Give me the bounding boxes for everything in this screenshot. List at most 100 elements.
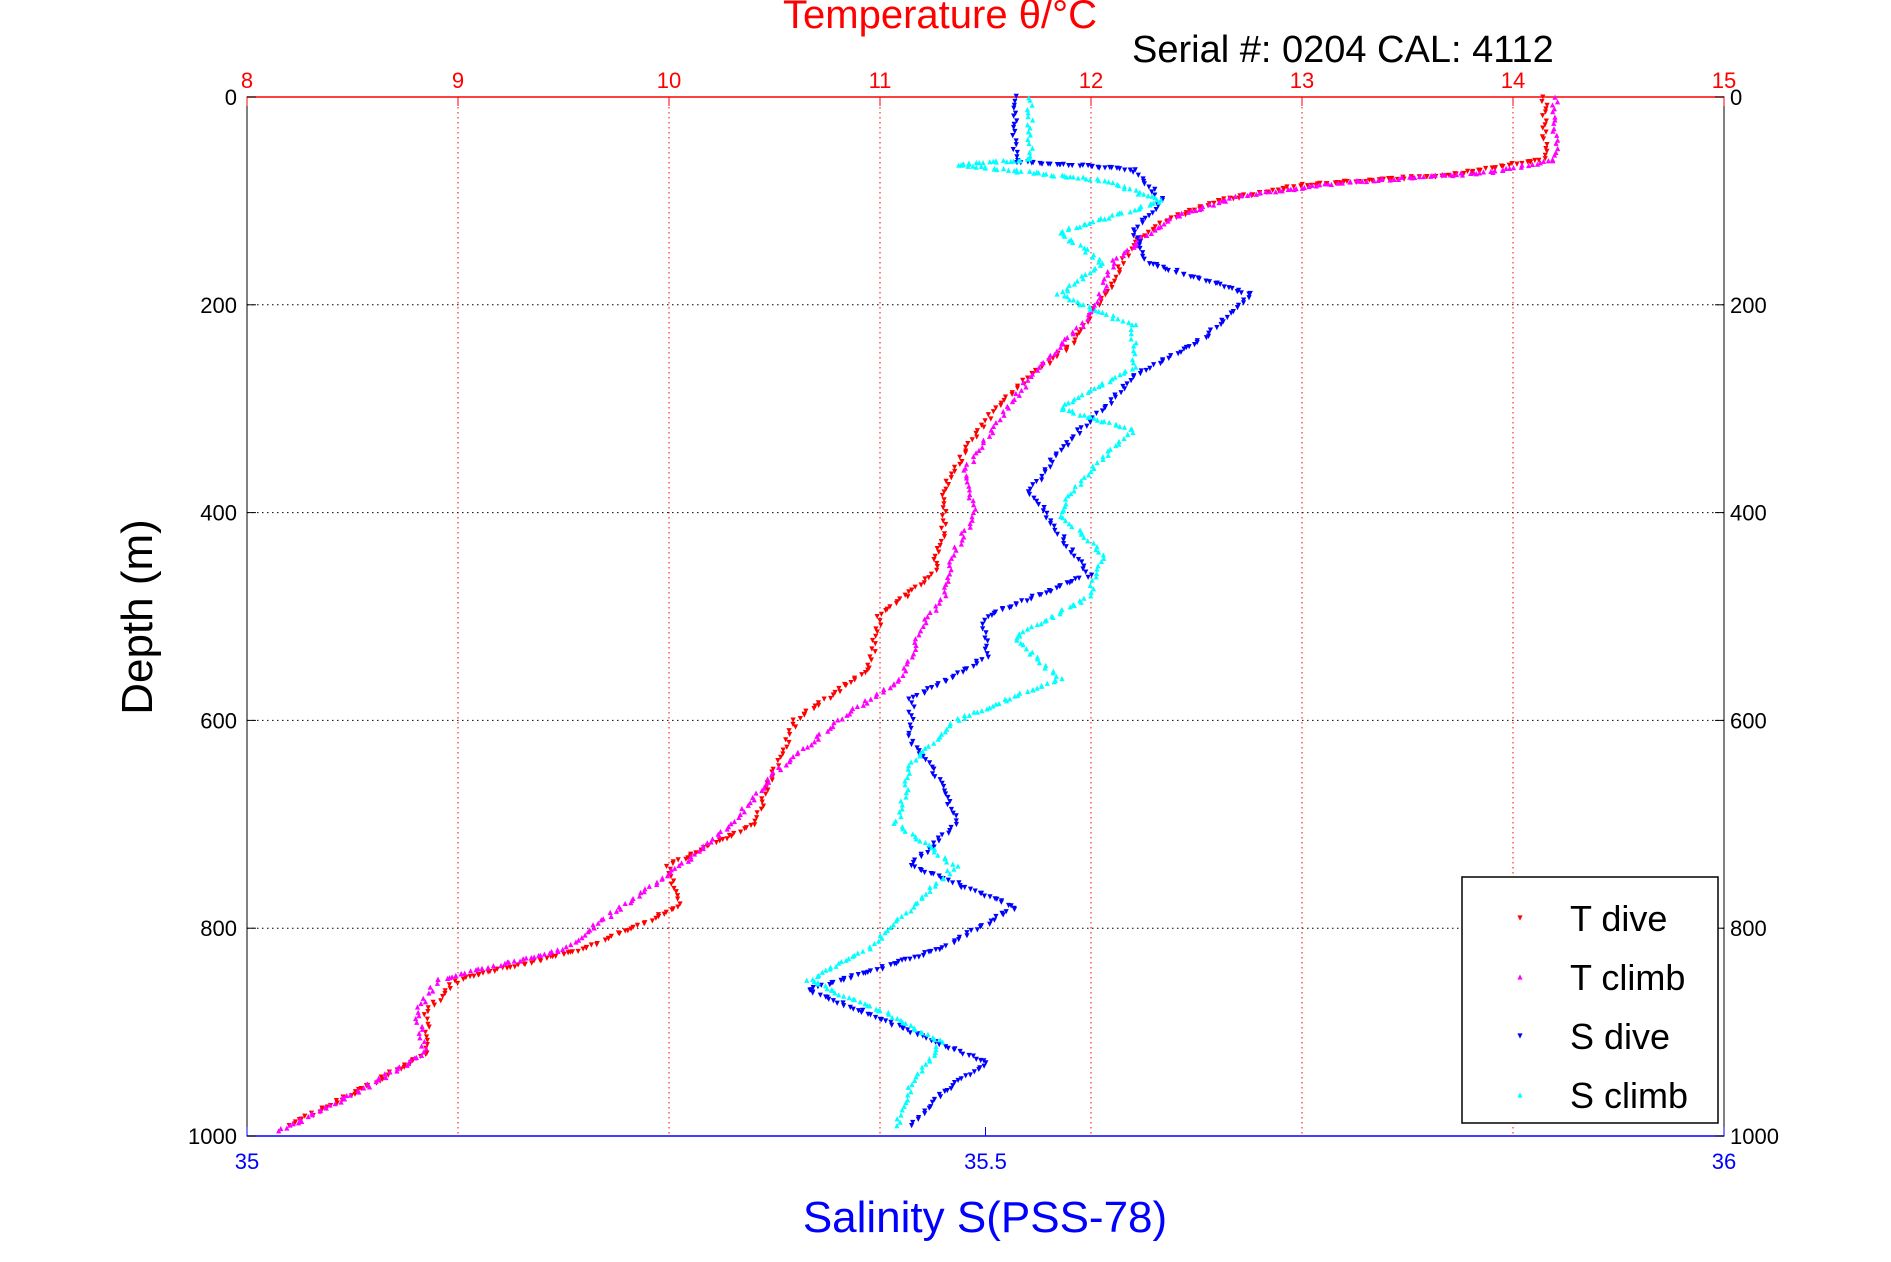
data-point <box>947 723 953 729</box>
data-point <box>1010 132 1016 139</box>
data-point <box>912 636 919 642</box>
data-point <box>418 1052 425 1058</box>
data-point <box>946 562 953 569</box>
data-point <box>933 603 939 609</box>
data-point <box>1476 170 1483 176</box>
data-point <box>905 594 911 600</box>
data-point <box>1033 498 1040 504</box>
data-point <box>1071 340 1077 346</box>
data-point <box>1027 125 1033 131</box>
data-point <box>1152 192 1158 198</box>
data-point <box>903 789 909 796</box>
data-point <box>1062 233 1068 239</box>
data-point <box>974 927 980 933</box>
data-point <box>803 708 809 714</box>
data-point <box>1033 478 1040 485</box>
data-point <box>909 654 915 660</box>
data-point <box>1238 290 1244 296</box>
data-point <box>1153 206 1159 213</box>
data-point <box>1139 217 1145 223</box>
data-point <box>628 900 634 906</box>
data-point <box>855 1008 862 1014</box>
data-point <box>1054 531 1060 537</box>
data-point <box>982 635 988 641</box>
data-point <box>821 696 827 702</box>
data-point <box>910 717 916 723</box>
data-point <box>939 492 945 499</box>
data-point <box>966 160 972 166</box>
data-point <box>670 860 676 867</box>
data-point <box>352 1091 358 1097</box>
data-point <box>916 954 922 960</box>
data-point <box>1016 392 1022 398</box>
data-point <box>926 1056 933 1062</box>
data-point <box>1132 207 1138 213</box>
left-tick-label: 1000 <box>188 1124 237 1149</box>
data-point <box>1042 665 1048 671</box>
data-point <box>458 971 464 977</box>
data-point <box>943 521 949 528</box>
data-point <box>1061 534 1067 540</box>
data-point <box>973 164 979 170</box>
data-point <box>766 779 772 785</box>
data-point <box>1168 353 1174 359</box>
data-point <box>846 956 852 962</box>
data-point <box>442 990 448 997</box>
data-point <box>1152 186 1158 193</box>
data-point <box>1097 262 1104 268</box>
data-point <box>1116 270 1123 276</box>
data-point <box>1106 215 1112 221</box>
data-point <box>904 774 911 781</box>
data-point <box>588 942 594 948</box>
data-point <box>1023 646 1030 652</box>
data-point <box>407 1057 414 1063</box>
data-point <box>1253 191 1259 197</box>
data-point <box>850 1006 856 1012</box>
data-point <box>947 827 953 834</box>
data-point <box>996 700 1002 707</box>
data-point <box>1133 364 1139 370</box>
data-point <box>944 867 950 874</box>
data-point <box>1105 452 1111 458</box>
data-point <box>947 571 953 577</box>
data-point <box>1036 170 1042 176</box>
data-point <box>966 1052 972 1059</box>
series-t-climb <box>276 94 1561 1134</box>
data-point <box>668 873 674 880</box>
data-point <box>1081 474 1087 480</box>
data-point <box>1075 299 1081 305</box>
data-point <box>1138 368 1144 374</box>
data-point <box>935 835 941 841</box>
data-point <box>868 696 874 702</box>
data-point <box>1536 157 1542 163</box>
data-point <box>1002 394 1009 400</box>
data-point <box>1025 129 1032 135</box>
data-point <box>869 637 876 644</box>
data-point <box>906 589 912 595</box>
data-point <box>471 973 477 979</box>
data-point <box>1000 166 1007 172</box>
data-point <box>1110 315 1116 322</box>
data-point <box>1112 394 1119 400</box>
data-point <box>1027 153 1033 159</box>
data-point <box>759 787 765 794</box>
data-point <box>987 894 993 900</box>
right-tick-label: 400 <box>1730 501 1767 526</box>
data-point <box>1545 158 1551 164</box>
data-point <box>1025 688 1031 694</box>
data-point <box>877 1008 883 1014</box>
data-point <box>1132 229 1138 235</box>
data-point <box>1027 97 1033 103</box>
top-tick-label: 9 <box>452 68 464 93</box>
data-point <box>953 821 960 828</box>
data-point <box>939 832 945 838</box>
data-point <box>1124 381 1130 387</box>
data-point <box>490 963 497 969</box>
data-point <box>438 998 444 1004</box>
data-point <box>934 546 940 552</box>
data-point <box>691 851 698 857</box>
data-point <box>1147 365 1153 371</box>
data-point <box>876 938 882 944</box>
data-point <box>1102 165 1108 171</box>
data-point <box>973 1056 979 1062</box>
